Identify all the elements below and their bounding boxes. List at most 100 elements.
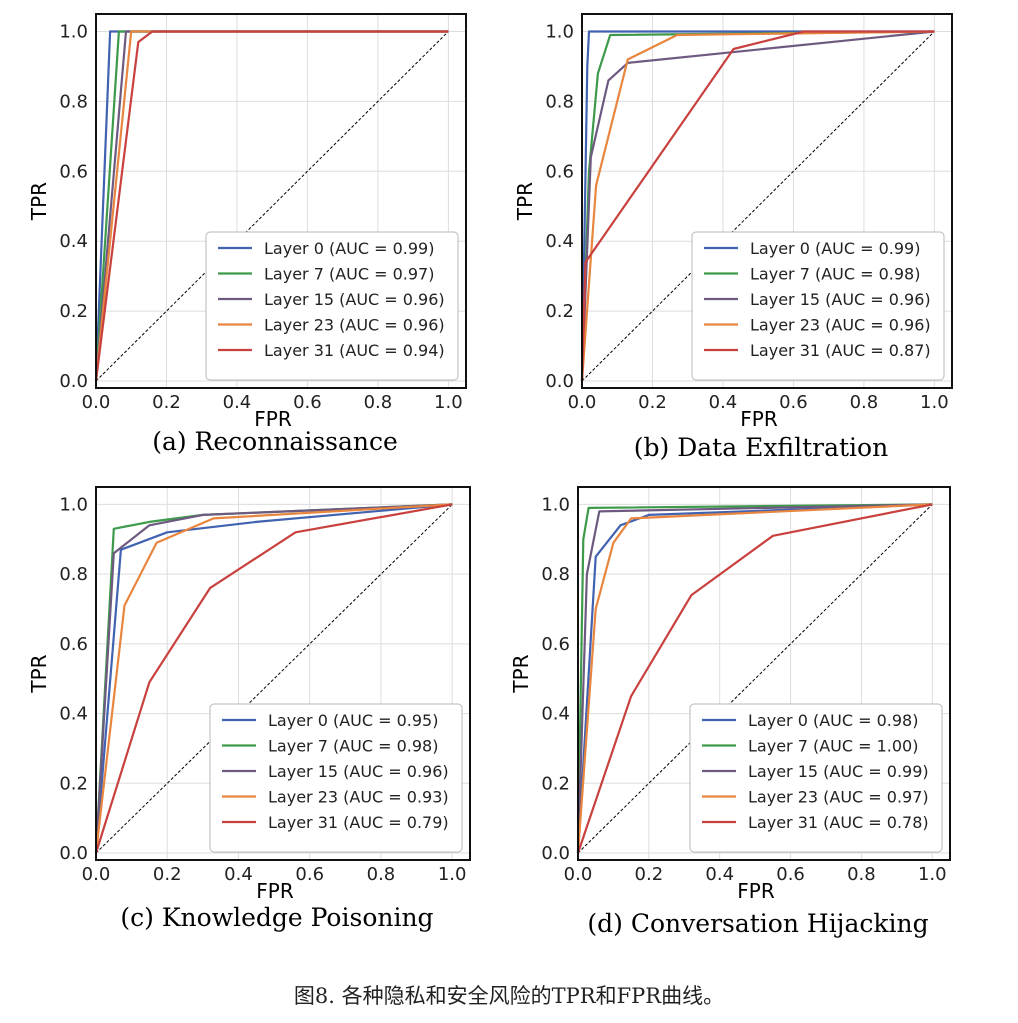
legend-entry-label: Layer 7 (AUC = 0.98)	[750, 265, 920, 284]
legend-entry-label: Layer 31 (AUC = 0.79)	[268, 813, 449, 832]
roc-line-series-3	[94, 503, 453, 854]
y-tick-label: 1.0	[545, 21, 574, 42]
x-axis-label: FPR	[256, 879, 294, 903]
x-tick-label: 1.0	[438, 864, 467, 885]
x-axis-label: FPR	[740, 407, 778, 431]
plot-frame	[581, 13, 953, 389]
x-tick-label: 1.0	[434, 392, 463, 413]
legend-box	[689, 703, 943, 853]
legend-entry-label: Layer 0 (AUC = 0.95)	[268, 711, 438, 730]
legend-entry-label: Layer 15 (AUC = 0.96)	[268, 762, 449, 781]
y-axis-label: TPR	[513, 182, 537, 221]
x-tick-label: 1.0	[920, 392, 949, 413]
y-tick-label: 0.4	[59, 231, 88, 252]
x-tick-label: 0.8	[367, 864, 396, 885]
roc-figure: 0.0 0.2 0.4 0.6 0.8 1.0 0.0 0.2 0.4 0.6 0.8 1.0 FPR T…	[27, 13, 953, 938]
y-tick-label: 0.8	[59, 91, 88, 112]
y-tick-label: 1.0	[541, 494, 570, 515]
subfigure-caption: (a) Reconnaissance	[152, 427, 398, 456]
roc-line-series-3	[576, 503, 933, 854]
legend-box	[691, 231, 945, 381]
chance-diagonal	[577, 504, 933, 854]
plot-frame	[577, 486, 951, 861]
legend-entry-label: Layer 7 (AUC = 0.98)	[268, 737, 438, 756]
legend-entry-label: Layer 23 (AUC = 0.97)	[748, 788, 929, 807]
roc-line-series-4	[94, 503, 453, 854]
legend-entry-label: Layer 23 (AUC = 0.93)	[268, 788, 449, 807]
y-axis-label: TPR	[27, 654, 51, 693]
chart-panel-1: 0.0 0.2 0.4 0.6 0.8 1.0 0.0 0.2 0.4 0.6 0.8 1.0 FPR T…	[27, 13, 467, 456]
x-axis-label: FPR	[737, 879, 775, 903]
legend-entry-label: Layer 31 (AUC = 0.94)	[264, 341, 445, 360]
legend-entry-label: Layer 31 (AUC = 0.78)	[748, 813, 929, 832]
x-tick-label: 0.0	[564, 864, 593, 885]
x-axis-label: FPR	[254, 407, 292, 431]
x-tick-label: 0.6	[295, 864, 324, 885]
y-tick-label: 0.6	[59, 161, 88, 182]
y-tick-label: 0.4	[59, 704, 88, 725]
y-tick-label: 0.6	[545, 161, 574, 182]
roc-line-series-4	[576, 503, 933, 854]
y-tick-label: 0.8	[541, 564, 570, 585]
x-tick-label: 0.0	[82, 864, 111, 885]
y-axis-label: TPR	[509, 654, 533, 693]
y-tick-label: 0.2	[545, 301, 574, 322]
legend-entry-label: Layer 7 (AUC = 1.00)	[748, 737, 918, 756]
y-tick-label: 0.2	[541, 773, 570, 794]
roc-line-series-0	[580, 30, 935, 382]
roc-line-series-0	[94, 503, 453, 854]
x-tick-label: 0.4	[709, 392, 738, 413]
x-tick-label: 0.2	[153, 864, 182, 885]
chart-panel-3: 0.0 0.2 0.4 0.6 0.8 1.0 0.0 0.2 0.4 0.6 0.8 1.0 FPR T…	[27, 486, 471, 932]
legend-entry-label: Layer 7 (AUC = 0.97)	[264, 265, 434, 284]
y-tick-label: 0.2	[59, 301, 88, 322]
roc-line-series-1	[576, 503, 933, 854]
legend-box	[209, 703, 463, 853]
legend-entry-label: Layer 15 (AUC = 0.96)	[750, 290, 931, 309]
y-tick-label: 0.6	[541, 634, 570, 655]
x-tick-label: 0.8	[847, 864, 876, 885]
y-tick-label: 0.4	[541, 704, 570, 725]
x-tick-label: 0.4	[224, 864, 253, 885]
y-tick-label: 0.8	[545, 91, 574, 112]
legend-entry-label: Layer 15 (AUC = 0.99)	[748, 762, 929, 781]
y-tick-label: 0.0	[545, 371, 574, 392]
y-tick-label: 0.2	[59, 773, 88, 794]
x-tick-label: 0.6	[779, 392, 808, 413]
y-tick-label: 0.6	[59, 634, 88, 655]
roc-line-series-3	[580, 30, 935, 382]
y-tick-label: 0.0	[59, 843, 88, 864]
chart-panel-2: 0.0 0.2 0.4 0.6 0.8 1.0 0.0 0.2 0.4 0.6 0.8 1.0 FPR T…	[513, 13, 953, 462]
roc-line-series-2	[576, 503, 933, 854]
legend-entry-label: Layer 0 (AUC = 0.98)	[748, 711, 918, 730]
subfigure-caption: (b) Data Exfiltration	[634, 433, 888, 462]
legend-entry-label: Layer 23 (AUC = 0.96)	[264, 316, 445, 335]
roc-line-series-4	[94, 30, 449, 382]
legend-entry-label: Layer 15 (AUC = 0.96)	[264, 290, 445, 309]
x-tick-label: 0.0	[568, 392, 597, 413]
legend-entry-label: Layer 23 (AUC = 0.96)	[750, 316, 931, 335]
x-tick-label: 0.0	[82, 392, 111, 413]
legend-entry-label: Layer 0 (AUC = 0.99)	[264, 239, 434, 258]
subfigure-caption: (d) Conversation Hijacking	[587, 909, 928, 938]
x-tick-label: 0.6	[776, 864, 805, 885]
plot-frame	[95, 13, 467, 389]
y-tick-label: 0.0	[541, 843, 570, 864]
legend-entry-label: Layer 0 (AUC = 0.99)	[750, 239, 920, 258]
chance-diagonal	[95, 504, 453, 854]
y-axis-label: TPR	[27, 182, 51, 221]
y-tick-label: 1.0	[59, 21, 88, 42]
x-tick-label: 1.0	[918, 864, 947, 885]
x-tick-label: 0.8	[850, 392, 879, 413]
chance-diagonal	[581, 31, 935, 382]
y-tick-label: 0.4	[545, 231, 574, 252]
figure-caption: 图8. 各种隐私和安全风险的TPR和FPR曲线。	[293, 984, 725, 1008]
legend-box	[205, 231, 459, 381]
chart-panel-4: 0.0 0.2 0.4 0.6 0.8 1.0 0.0 0.2 0.4 0.6 0.8 1.0 FPR T…	[509, 486, 951, 938]
x-tick-label: 0.4	[705, 864, 734, 885]
x-tick-label: 0.4	[223, 392, 252, 413]
y-tick-label: 0.0	[59, 371, 88, 392]
x-tick-label: 0.2	[638, 392, 667, 413]
x-tick-label: 0.6	[293, 392, 322, 413]
roc-line-series-0	[576, 503, 933, 854]
